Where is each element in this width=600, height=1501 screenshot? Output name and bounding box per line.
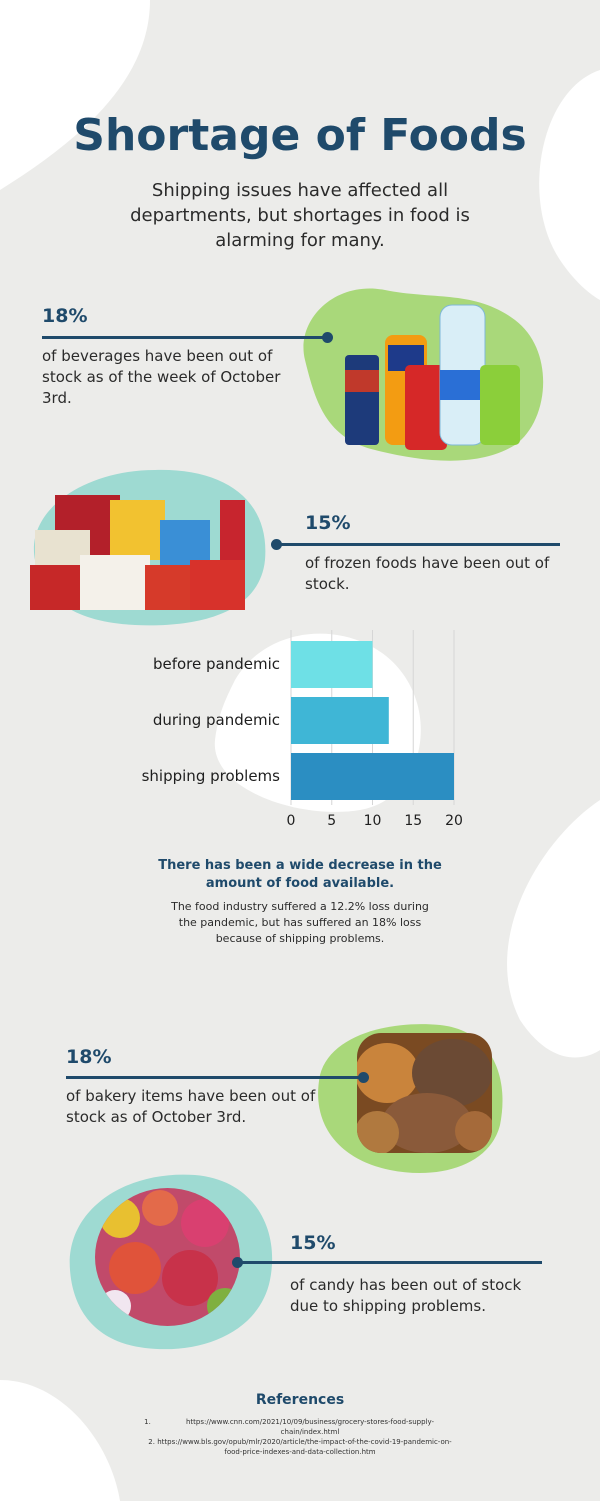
x-tick-label: 5 xyxy=(327,813,337,829)
references-title: References xyxy=(255,1392,345,1408)
reference-number: 1. xyxy=(144,1418,151,1426)
candy-image xyxy=(95,1188,240,1326)
reference-link[interactable]: 2. https://www.bls.gov/opub/mlr/2020/art… xyxy=(140,1437,460,1457)
x-tick-label: 0 xyxy=(286,813,296,829)
stat-divider xyxy=(42,336,327,339)
x-tick-label: 15 xyxy=(404,813,423,829)
beverage-bottles-image xyxy=(340,300,525,450)
reference-link[interactable]: https://www.cnn.com/2021/10/09/business/… xyxy=(185,1418,435,1436)
bar-during-pandemic xyxy=(291,697,389,744)
bar-chart xyxy=(290,630,455,805)
stat-divider xyxy=(66,1076,366,1079)
stat-description: of bakery items have been out of stock a… xyxy=(66,1087,316,1126)
stat-divider-dot xyxy=(322,332,333,343)
stat-divider xyxy=(276,543,560,546)
bar-shipping-problems xyxy=(291,753,454,800)
note-body: The food industry suffered a 12.2% loss … xyxy=(171,900,429,945)
category-label: during pandemic xyxy=(152,711,280,729)
stat-divider-dot xyxy=(358,1072,369,1083)
category-label: shipping problems xyxy=(141,767,280,785)
x-tick-label: 20 xyxy=(445,813,463,829)
category-label: before pandemic xyxy=(152,655,280,673)
stat-percent: 18% xyxy=(66,1046,112,1068)
stat-percent: 15% xyxy=(290,1232,336,1254)
stat-divider xyxy=(237,1261,542,1264)
stat-description: of beverages have been out of stock as o… xyxy=(42,347,281,407)
reference-text: https://www.bls.gov/opub/mlr/2020/articl… xyxy=(157,1438,452,1456)
subtitle: Shipping issues have affected all depart… xyxy=(130,180,470,251)
note-heading: There has been a wide decrease in the am… xyxy=(158,858,442,891)
bread-image xyxy=(357,1033,492,1153)
bar-before-pandemic xyxy=(291,641,373,688)
x-tick-label: 10 xyxy=(363,813,382,829)
stat-description: of candy has been out of stock due to sh… xyxy=(290,1276,522,1315)
page-title: Shortage of Foods xyxy=(73,110,527,161)
reference-number: 2. xyxy=(148,1438,155,1446)
stat-percent: 15% xyxy=(305,512,351,534)
frozen-food-boxes-image xyxy=(30,490,245,610)
stat-percent: 18% xyxy=(42,305,88,327)
stat-description: of frozen foods have been out of stock. xyxy=(305,554,550,593)
